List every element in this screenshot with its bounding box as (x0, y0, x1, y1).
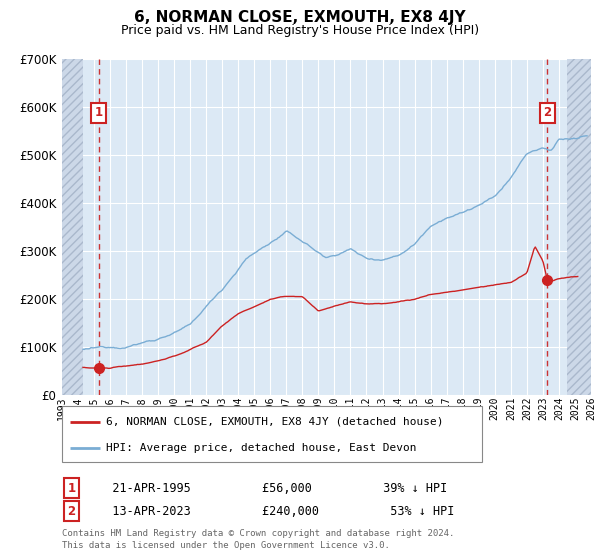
Text: 1: 1 (95, 106, 103, 119)
Text: Price paid vs. HM Land Registry's House Price Index (HPI): Price paid vs. HM Land Registry's House … (121, 24, 479, 38)
Text: 6, NORMAN CLOSE, EXMOUTH, EX8 4JY: 6, NORMAN CLOSE, EXMOUTH, EX8 4JY (134, 11, 466, 25)
Text: 1: 1 (67, 482, 76, 495)
Text: 13-APR-2023          £240,000          53% ↓ HPI: 13-APR-2023 £240,000 53% ↓ HPI (91, 505, 455, 518)
Text: 2: 2 (544, 106, 551, 119)
Text: This data is licensed under the Open Government Licence v3.0.: This data is licensed under the Open Gov… (62, 541, 389, 550)
Text: 21-APR-1995          £56,000          39% ↓ HPI: 21-APR-1995 £56,000 39% ↓ HPI (91, 482, 448, 495)
Bar (62, 59, 83, 395)
FancyBboxPatch shape (62, 406, 482, 462)
Text: 6, NORMAN CLOSE, EXMOUTH, EX8 4JY (detached house): 6, NORMAN CLOSE, EXMOUTH, EX8 4JY (detac… (106, 417, 443, 427)
Text: Contains HM Land Registry data © Crown copyright and database right 2024.: Contains HM Land Registry data © Crown c… (62, 530, 454, 539)
Bar (567, 59, 591, 395)
Text: 2: 2 (67, 505, 76, 518)
Text: HPI: Average price, detached house, East Devon: HPI: Average price, detached house, East… (106, 443, 416, 453)
